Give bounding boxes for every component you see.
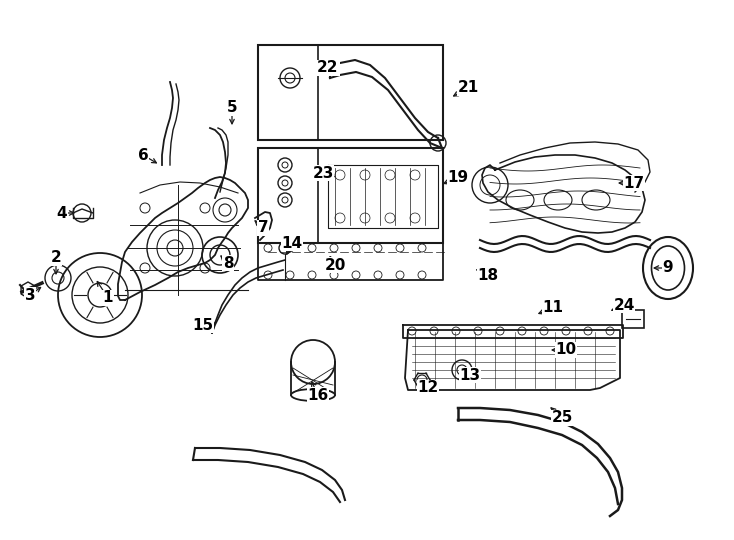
Text: 19: 19: [448, 171, 468, 186]
Text: 2: 2: [51, 251, 62, 266]
Text: 1: 1: [103, 291, 113, 306]
Text: 23: 23: [312, 165, 334, 180]
Text: 22: 22: [317, 60, 339, 76]
Bar: [258, 45, 443, 140]
Text: 6: 6: [138, 147, 148, 163]
Text: 17: 17: [623, 176, 644, 191]
Text: 18: 18: [477, 267, 498, 282]
Text: 24: 24: [614, 298, 635, 313]
Text: 25: 25: [551, 410, 573, 426]
Text: 21: 21: [457, 80, 479, 96]
Bar: [622, 310, 644, 328]
Text: 15: 15: [192, 318, 214, 333]
Text: 10: 10: [556, 342, 577, 357]
Text: 11: 11: [542, 300, 564, 315]
Text: 13: 13: [459, 368, 481, 382]
Text: 9: 9: [663, 260, 673, 275]
Text: 14: 14: [281, 235, 302, 251]
Text: 5: 5: [227, 100, 237, 116]
Text: 12: 12: [418, 381, 439, 395]
Bar: [258, 148, 443, 243]
Text: 8: 8: [222, 255, 233, 271]
Text: 16: 16: [308, 388, 329, 402]
Text: 4: 4: [57, 206, 68, 220]
Text: 20: 20: [324, 258, 346, 273]
Text: 3: 3: [25, 287, 35, 302]
Text: 7: 7: [258, 220, 269, 235]
